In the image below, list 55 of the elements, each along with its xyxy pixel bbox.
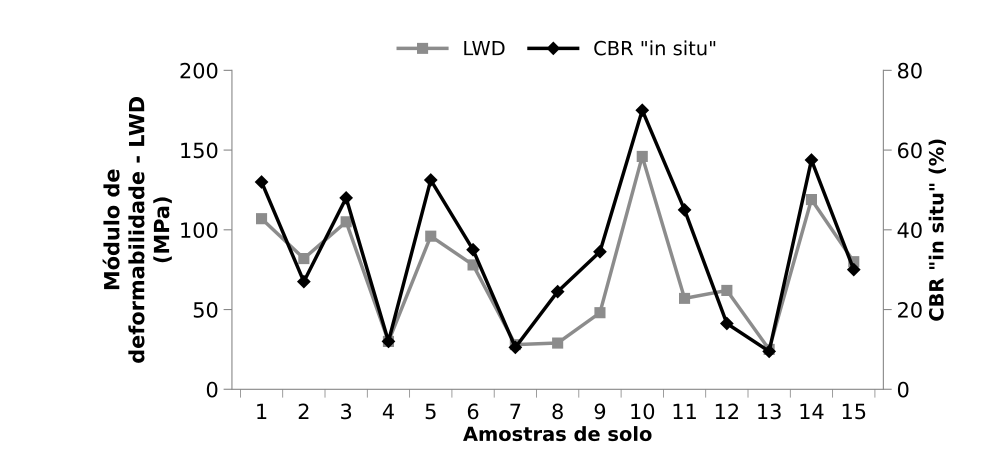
y2-tick-label: 40: [898, 222, 922, 238]
point: [552, 337, 564, 349]
legend-label: CBR "in situ": [594, 40, 716, 56]
point: [679, 292, 690, 304]
point: [254, 175, 268, 189]
point: [298, 252, 310, 264]
x-axis-title: Amostras de solo: [463, 426, 652, 442]
y-tick-label: 0: [206, 382, 218, 398]
y-tick-label: 200: [180, 62, 218, 79]
point: [806, 194, 818, 206]
x-tick-label: 8: [552, 404, 563, 420]
y2-axis-title: CBR "in situ" (%): [928, 140, 946, 321]
x-tick-label: 7: [510, 404, 520, 419]
x-tick-label: 2: [298, 404, 308, 419]
point: [804, 153, 818, 167]
point: [468, 259, 479, 270]
x-tick-label: 12: [716, 404, 738, 419]
point: [340, 216, 352, 228]
x-tick-label: 13: [758, 404, 781, 420]
y2-tick-label: 60: [898, 142, 922, 158]
point: [847, 263, 860, 276]
y2-tick-label: 80: [898, 62, 922, 79]
point: [425, 230, 436, 242]
y-axis-title: Módulo de deformabilidade - LWD (MPa): [102, 96, 172, 363]
y2-tick-label: 0: [898, 382, 908, 398]
point: [297, 275, 310, 288]
point: [508, 340, 522, 354]
point: [593, 245, 607, 258]
point: [340, 191, 353, 205]
x-tick-label: 3: [341, 404, 352, 420]
point: [594, 307, 606, 318]
point: [551, 285, 564, 298]
x-tick-label: 4: [382, 404, 394, 419]
point: [720, 316, 734, 330]
point: [762, 344, 776, 358]
x-tick-label: 15: [842, 404, 866, 420]
x-tick-label: 6: [468, 404, 478, 420]
y2-tick-label: 20: [898, 302, 922, 318]
point: [678, 203, 692, 216]
x-tick-label: 1: [257, 404, 266, 419]
point: [721, 284, 732, 296]
y-tick-label: 50: [194, 302, 218, 318]
y-tick-label: 100: [181, 222, 218, 238]
point: [424, 173, 438, 187]
legend-label: LWD: [464, 41, 505, 56]
y-tick-label: 150: [181, 142, 218, 158]
x-tick-label: 11: [674, 404, 696, 419]
x-tick-label: 5: [426, 404, 436, 420]
point: [466, 243, 480, 256]
point: [636, 150, 648, 162]
point: [636, 104, 649, 117]
x-tick-label: 10: [631, 404, 654, 420]
point: [256, 213, 268, 224]
x-tick-label: 9: [594, 404, 606, 420]
x-tick-label: 14: [800, 404, 824, 419]
